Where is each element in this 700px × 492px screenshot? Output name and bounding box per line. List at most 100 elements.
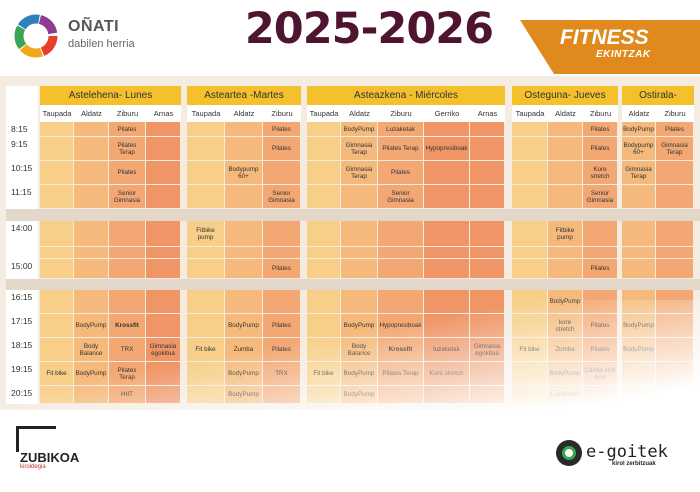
schedule-cell [470, 221, 504, 246]
schedule-cell: Pilates [378, 161, 423, 184]
day-header: Astelehena- Lunes [40, 86, 181, 105]
schedule-cell [40, 137, 73, 160]
schedule-cell: Senior Gimnasia [109, 185, 145, 208]
schedule-cell [307, 122, 340, 136]
schedule-cell [263, 221, 300, 246]
schedule-cell [470, 137, 504, 160]
schedule-cell: BodyPump [622, 122, 655, 136]
schedule-cell [622, 247, 655, 258]
schedule-cell [40, 221, 73, 246]
schedule-cell [341, 259, 377, 278]
schedule-cell: Pilates [263, 122, 300, 136]
schedule-cell [74, 137, 108, 160]
schedule-cell: Kore stretch [583, 161, 617, 184]
schedule-cell [548, 247, 582, 258]
schedule-cell: Gimnasia Terap [622, 161, 655, 184]
schedule-cell: Gimnasia Terap [341, 161, 377, 184]
schedule-cell [307, 247, 340, 258]
egoitek-subtitle: kirol zerbitzuak [612, 461, 656, 467]
room-header: Ziburu [656, 105, 694, 122]
schedule-cell [146, 259, 180, 278]
schedule-cell: Gimnasia Terap [341, 137, 377, 160]
schedule-cell [341, 221, 377, 246]
schedule-cell [109, 221, 145, 246]
onati-logo: OÑATI dabilen herria [10, 8, 160, 64]
schedule-cell [146, 137, 180, 160]
schedule-cell: Fitbike pump [548, 221, 582, 246]
schedule-cell: Pilates Terap [378, 137, 423, 160]
room-header: Taupada [187, 105, 225, 122]
schedule-cell [146, 185, 180, 208]
schedule-cell [656, 161, 693, 184]
schedule-cell [656, 221, 693, 246]
zubikoa-subtitle: kiroldegia [20, 464, 46, 470]
schedule-cell [187, 185, 224, 208]
time-label: 16:15 [11, 292, 33, 302]
schedule-cell [512, 221, 547, 246]
schedule-cell [548, 161, 582, 184]
schedule-cell [622, 185, 655, 208]
schedule-cell [583, 221, 617, 246]
schedule-cell [225, 122, 262, 136]
room-header: Aldatz [548, 105, 583, 122]
zubikoa-logo: ZUBIKOA kiroldegia [16, 426, 79, 472]
room-header: Arnas [470, 105, 505, 122]
schedule-cell: BodyPump [341, 122, 377, 136]
schedule-cell [341, 185, 377, 208]
schedule-cell: Senior Gimnasia [583, 185, 617, 208]
schedule-cell [187, 247, 224, 258]
fitness-title: FITNESS [560, 26, 649, 49]
board-fade [0, 300, 700, 410]
schedule-cell [470, 247, 504, 258]
schedule-cell: Pilates [109, 161, 145, 184]
time-label: 8:15 [11, 124, 28, 134]
schedule-cell: Pilates [263, 137, 300, 160]
day-header: Ostirala- Viernes [622, 86, 694, 120]
schedule-cell [548, 137, 582, 160]
schedule-cell [656, 185, 693, 208]
schedule-cell [307, 137, 340, 160]
schedule-cell [225, 137, 262, 160]
schedule-cell [225, 221, 262, 246]
schedule-cell [424, 122, 469, 136]
schedule-cell [74, 247, 108, 258]
room-header: Aldatz [341, 105, 378, 122]
schedule-cell [187, 122, 224, 136]
room-header: Ziburu [583, 105, 618, 122]
town-subtitle: dabilen herria [68, 38, 135, 50]
schedule-cell [225, 259, 262, 278]
schedule-cell [622, 259, 655, 278]
schedule-cell [225, 247, 262, 258]
room-header: Ziburu [263, 105, 301, 122]
schedule-cell [74, 221, 108, 246]
schedule-cell [656, 259, 693, 278]
room-header: Taupada [307, 105, 341, 122]
schedule-cell: Senior Gimnasia [378, 185, 423, 208]
schedule-cell: Pilates [583, 259, 617, 278]
schedule-cell [470, 259, 504, 278]
schedule-cell: Pilates [109, 122, 145, 136]
egoitek-mark-icon [556, 440, 582, 466]
room-header: Aldatz [74, 105, 109, 122]
day-header: Osteguna- Jueves [512, 86, 618, 105]
season-title: 2025-2026 [244, 4, 494, 54]
schedule-cell [512, 122, 547, 136]
schedule-cell [74, 185, 108, 208]
schedule-cell [512, 185, 547, 208]
schedule-cell [512, 137, 547, 160]
schedule-cell: Pilates [583, 137, 617, 160]
schedule-cell [74, 259, 108, 278]
schedule-cell [74, 161, 108, 184]
schedule-cell [146, 122, 180, 136]
schedule-cell [512, 247, 547, 258]
schedule-cell [378, 221, 423, 246]
schedule-cell [424, 161, 469, 184]
break-row [6, 209, 700, 221]
schedule-cell [40, 185, 73, 208]
schedule-cell [341, 247, 377, 258]
schedule-cell: Senior Gimnasia [263, 185, 300, 208]
schedule-cell [424, 185, 469, 208]
town-name: OÑATI [68, 18, 120, 35]
schedule-cell [378, 259, 423, 278]
schedule-cell [40, 247, 73, 258]
